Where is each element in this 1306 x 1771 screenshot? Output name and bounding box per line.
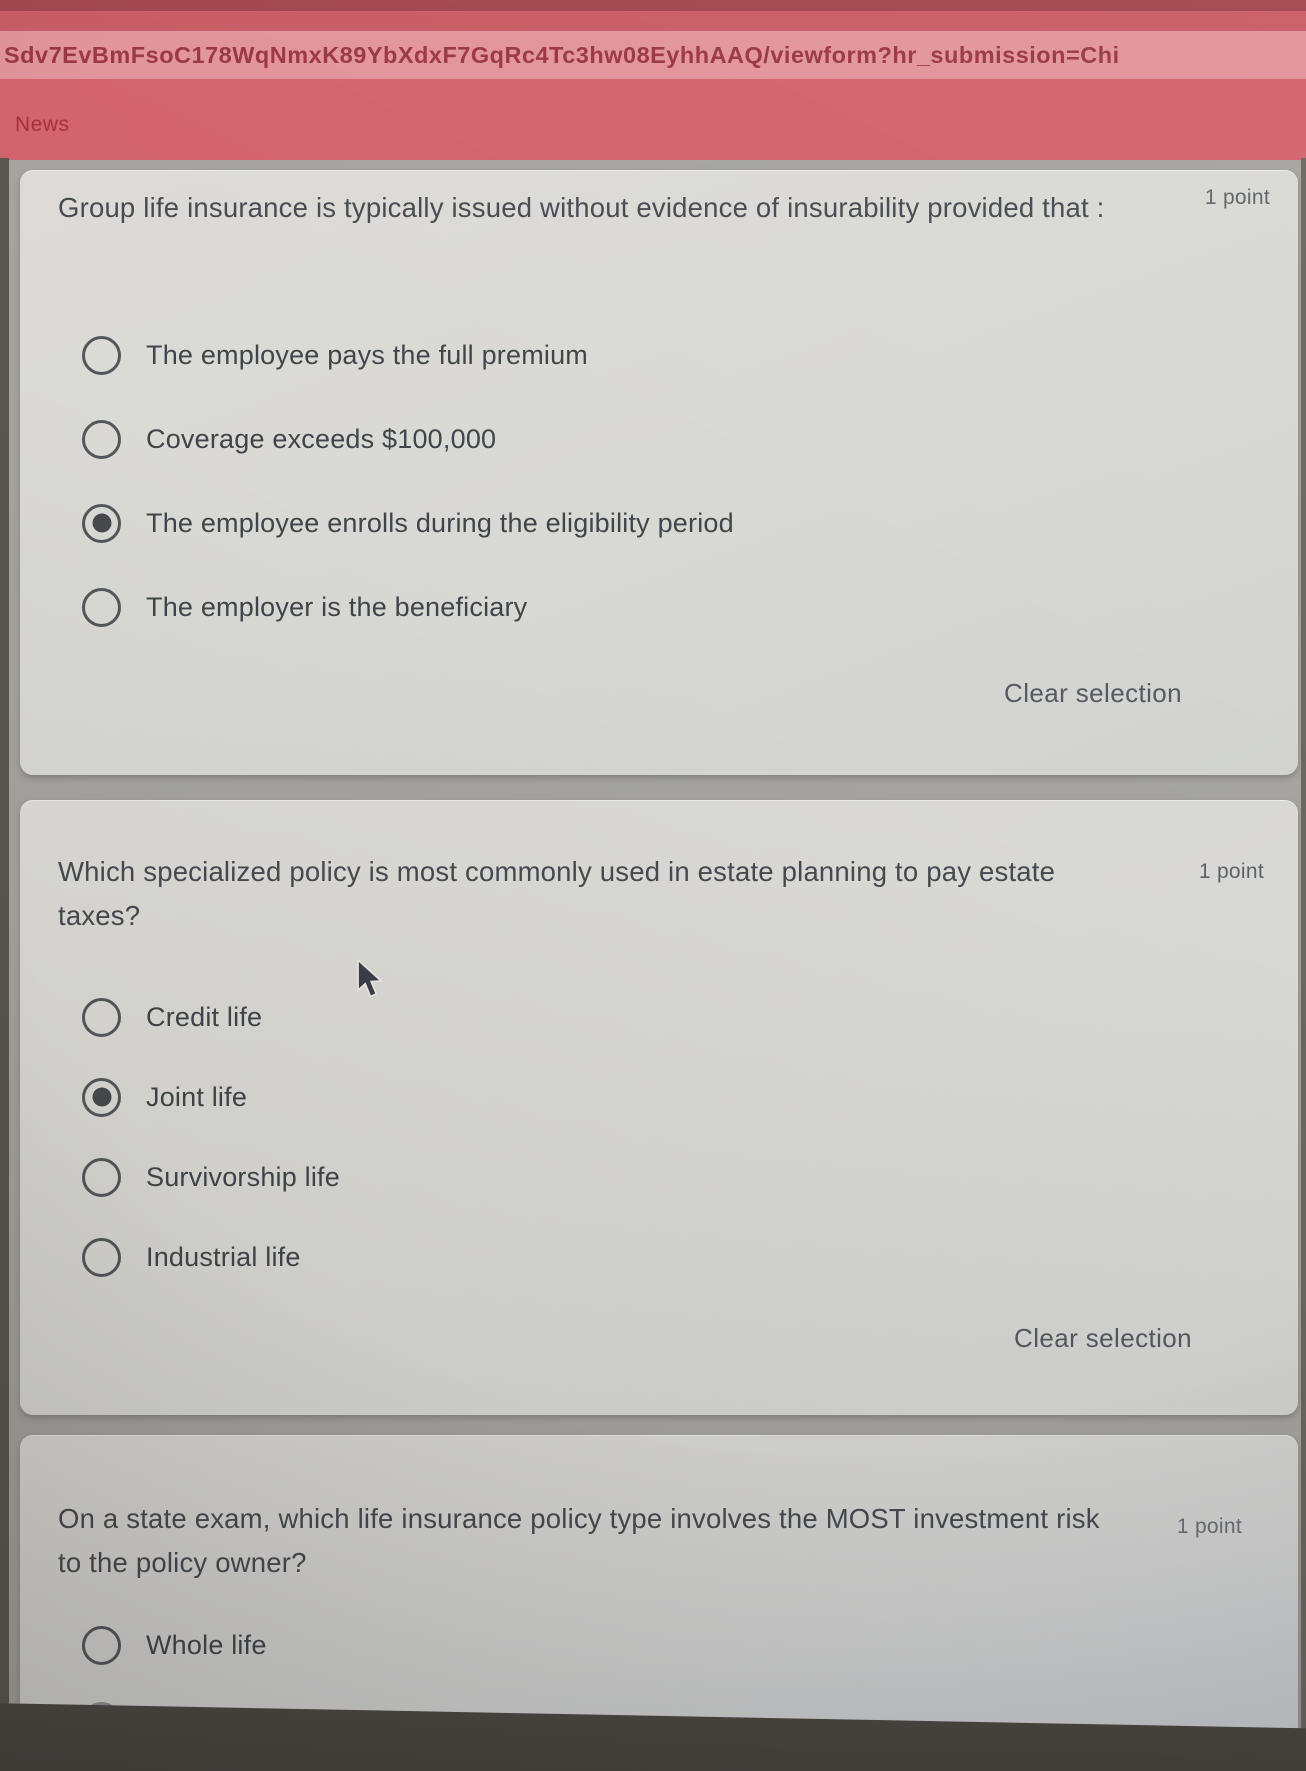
address-bar[interactable]: Sdv7EvBmFsoC178WqNmxK89YbXdxF7GqRc4Tc3hw… <box>0 31 1306 79</box>
page-left-edge <box>0 158 9 1771</box>
option-label: The employee pays the full premium <box>146 339 589 370</box>
radio-option[interactable]: Industrial life <box>82 1217 1258 1297</box>
option-label: Industrial life <box>146 1241 301 1272</box>
question-1-options: The employee pays the full premium Cover… <box>82 313 1258 649</box>
mouse-cursor-icon <box>356 957 386 1005</box>
radio-option[interactable]: Credit life <box>82 977 1258 1057</box>
clear-selection-button[interactable]: Clear selection <box>1014 1323 1192 1353</box>
option-label: Whole life <box>146 1629 267 1660</box>
radio-icon[interactable] <box>82 997 121 1037</box>
clear-selection-button[interactable]: Clear selection <box>1004 678 1182 708</box>
option-label: The employee enrolls during the eligibil… <box>146 507 734 538</box>
radio-option[interactable]: Coverage exceeds $100,000 <box>82 397 1258 481</box>
radio-icon[interactable] <box>82 335 121 375</box>
question-card-2: Which specialized policy is most commonl… <box>20 800 1298 1415</box>
question-2-options: Credit life Joint life Survivorship life… <box>82 977 1258 1297</box>
page-right-edge <box>1301 158 1306 1771</box>
question-3-points: 1 point <box>1176 1515 1242 1538</box>
option-label: Survivorship life <box>146 1161 340 1192</box>
option-label: The employer is the beneficiary <box>146 591 528 622</box>
option-label: Coverage exceeds $100,000 <box>146 423 497 454</box>
radio-option[interactable]: The employee enrolls during the eligibil… <box>82 481 1258 565</box>
radio-option[interactable]: Whole life <box>82 1607 1258 1683</box>
question-card-1: Group life insurance is typically issued… <box>20 170 1298 775</box>
question-1-points: 1 point <box>1204 186 1270 209</box>
radio-icon-selected[interactable] <box>82 503 121 543</box>
radio-icon[interactable] <box>82 1237 121 1277</box>
radio-icon[interactable] <box>82 587 121 627</box>
question-1-text: Group life insurance is typically issued… <box>58 192 1105 223</box>
page-url: Sdv7EvBmFsoC178WqNmxK89YbXdxF7GqRc4Tc3hw… <box>4 41 1120 68</box>
question-2-text: Which specialized policy is most commonl… <box>58 856 1056 931</box>
browser-chrome: Sdv7EvBmFsoC178WqNmxK89YbXdxF7GqRc4Tc3hw… <box>0 0 1306 160</box>
tab-row: News <box>0 79 1306 160</box>
radio-icon-selected[interactable] <box>82 1077 121 1117</box>
radio-option[interactable]: The employer is the beneficiary <box>82 565 1258 649</box>
radio-option[interactable]: Survivorship life <box>82 1137 1258 1217</box>
question-3-text: On a state exam, which life insurance po… <box>58 1503 1100 1578</box>
radio-icon[interactable] <box>82 1625 121 1665</box>
header-strip <box>0 11 1306 31</box>
tab-news[interactable]: News <box>15 113 70 136</box>
option-label: Credit life <box>146 1001 263 1032</box>
radio-icon[interactable] <box>82 419 121 459</box>
radio-option[interactable]: Joint life <box>82 1057 1258 1137</box>
radio-option[interactable]: The employee pays the full premium <box>82 313 1258 397</box>
question-2-points: 1 point <box>1198 860 1264 883</box>
window-top-edge <box>0 0 1306 11</box>
option-label: Joint life <box>146 1081 248 1112</box>
radio-icon[interactable] <box>82 1157 121 1197</box>
